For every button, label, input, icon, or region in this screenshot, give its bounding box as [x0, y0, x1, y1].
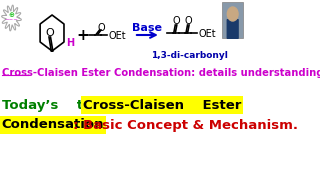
Text: Cross-Claisen    Ester: Cross-Claisen Ester — [83, 98, 241, 111]
Text: Cross-Claisen Ester Condensation: details understanding: Cross-Claisen Ester Condensation: detail… — [2, 68, 320, 78]
Text: Today’s    topic:: Today’s topic: — [2, 98, 147, 111]
Text: ~~~: ~~~ — [4, 17, 19, 22]
Text: H: H — [66, 38, 75, 48]
FancyBboxPatch shape — [227, 19, 239, 39]
Text: 1,3-di-carbonyl: 1,3-di-carbonyl — [151, 51, 228, 60]
Text: O: O — [172, 16, 180, 26]
Text: Base: Base — [132, 23, 162, 33]
Text: O: O — [185, 16, 192, 26]
Text: ⊕: ⊕ — [9, 12, 14, 18]
Text: O: O — [45, 28, 54, 38]
Text: : Basic Concept & Mechanism.: : Basic Concept & Mechanism. — [73, 118, 298, 132]
Text: OEt: OEt — [198, 29, 216, 39]
FancyBboxPatch shape — [222, 2, 244, 38]
Text: O: O — [98, 23, 106, 33]
Text: OEt: OEt — [109, 31, 126, 41]
Text: +: + — [76, 28, 89, 42]
Circle shape — [227, 7, 238, 21]
Text: Condensation: Condensation — [2, 118, 104, 132]
